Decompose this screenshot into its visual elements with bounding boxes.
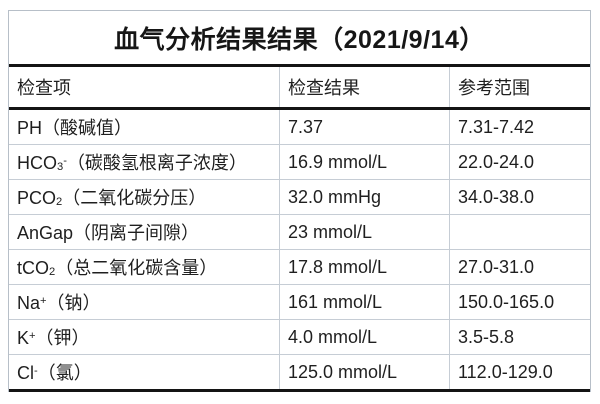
result-cell: 7.37 xyxy=(279,110,449,144)
item-cell: PCO2（二氧化碳分压） xyxy=(9,180,279,214)
result-value: 17.8 mmol/L xyxy=(288,256,388,277)
result-value: 16.9 mmol/L xyxy=(288,151,388,172)
range-cell: 22.0-24.0 xyxy=(449,145,590,179)
table-row: AnGap（阴离子间隙） 23 mmol/L xyxy=(9,215,590,250)
report-title-row: 血气分析结果结果（2021/9/14） xyxy=(9,11,590,67)
result-value: 161 mmol/L xyxy=(288,291,383,312)
range-cell: 34.0-38.0 xyxy=(449,180,590,214)
table-row: PH（酸碱值） 7.37 7.31-7.42 xyxy=(9,110,590,145)
result-value: 125.0 mmol/L xyxy=(288,361,398,382)
range-value: 112.0-129.0 xyxy=(458,361,553,382)
item-cell: AnGap（阴离子间隙） xyxy=(9,215,279,249)
item-label: AnGap（阴离子间隙） xyxy=(17,223,200,243)
item-label: K+（钾） xyxy=(17,328,90,348)
range-value: 27.0-31.0 xyxy=(458,256,535,277)
item-label: HCO3-（碳酸氢根离子浓度） xyxy=(17,153,247,173)
range-cell: 7.31-7.42 xyxy=(449,110,590,144)
result-cell: 16.9 mmol/L xyxy=(279,145,449,179)
range-value: 7.31-7.42 xyxy=(458,116,535,137)
item-label: Na+（钠） xyxy=(17,293,101,313)
result-cell: 125.0 mmol/L xyxy=(279,355,449,389)
range-cell: 3.5-5.8 xyxy=(449,320,590,354)
range-cell: 27.0-31.0 xyxy=(449,250,590,284)
item-label: PH（酸碱值） xyxy=(17,118,133,138)
blood-gas-results-table: 血气分析结果结果（2021/9/14） 检查项 检查结果 参考范围 PH（酸碱值… xyxy=(8,10,591,392)
table-row: Cl-（氯） 125.0 mmol/L 112.0-129.0 xyxy=(9,355,590,392)
item-cell: K+（钾） xyxy=(9,320,279,354)
item-cell: tCO2（总二氧化碳含量） xyxy=(9,250,279,284)
range-cell xyxy=(449,215,590,249)
range-value: 34.0-38.0 xyxy=(458,186,535,207)
result-value: 32.0 mmHg xyxy=(288,186,382,207)
item-cell: HCO3-（碳酸氢根离子浓度） xyxy=(9,145,279,179)
table-row: tCO2（总二氧化碳含量） 17.8 mmol/L 27.0-31.0 xyxy=(9,250,590,285)
table-row: PCO2（二氧化碳分压） 32.0 mmHg 34.0-38.0 xyxy=(9,180,590,215)
result-cell: 17.8 mmol/L xyxy=(279,250,449,284)
result-cell: 32.0 mmHg xyxy=(279,180,449,214)
table-row: Na+（钠） 161 mmol/L 150.0-165.0 xyxy=(9,285,590,320)
range-cell: 150.0-165.0 xyxy=(449,285,590,319)
range-value: 150.0-165.0 xyxy=(458,291,555,312)
result-value: 23 mmol/L xyxy=(288,221,373,242)
table-header-row: 检查项 检查结果 参考范围 xyxy=(9,67,590,110)
range-cell: 112.0-129.0 xyxy=(449,355,590,389)
range-value: 3.5-5.8 xyxy=(458,326,515,347)
range-value: 22.0-24.0 xyxy=(458,151,535,172)
item-cell: PH（酸碱值） xyxy=(9,110,279,144)
item-cell: Cl-（氯） xyxy=(9,355,279,389)
item-label: PCO2（二氧化碳分压） xyxy=(17,188,207,208)
col-header-result: 检查结果 xyxy=(279,67,449,107)
table-row: K+（钾） 4.0 mmol/L 3.5-5.8 xyxy=(9,320,590,355)
result-value: 7.37 xyxy=(288,116,324,137)
item-label: Cl-（氯） xyxy=(17,363,92,383)
item-label: tCO2（总二氧化碳含量） xyxy=(17,258,218,278)
result-value: 4.0 mmol/L xyxy=(288,326,378,347)
result-cell: 23 mmol/L xyxy=(279,215,449,249)
col-header-item: 检查项 xyxy=(17,78,71,98)
item-cell: Na+（钠） xyxy=(9,285,279,319)
result-cell: 161 mmol/L xyxy=(279,285,449,319)
table-body: PH（酸碱值） 7.37 7.31-7.42 HCO3-（碳酸氢根离子浓度） 1… xyxy=(9,110,590,392)
col-header-range: 参考范围 xyxy=(449,67,590,107)
result-cell: 4.0 mmol/L xyxy=(279,320,449,354)
table-row: HCO3-（碳酸氢根离子浓度） 16.9 mmol/L 22.0-24.0 xyxy=(9,145,590,180)
report-title: 血气分析结果结果（2021/9/14） xyxy=(114,25,485,54)
